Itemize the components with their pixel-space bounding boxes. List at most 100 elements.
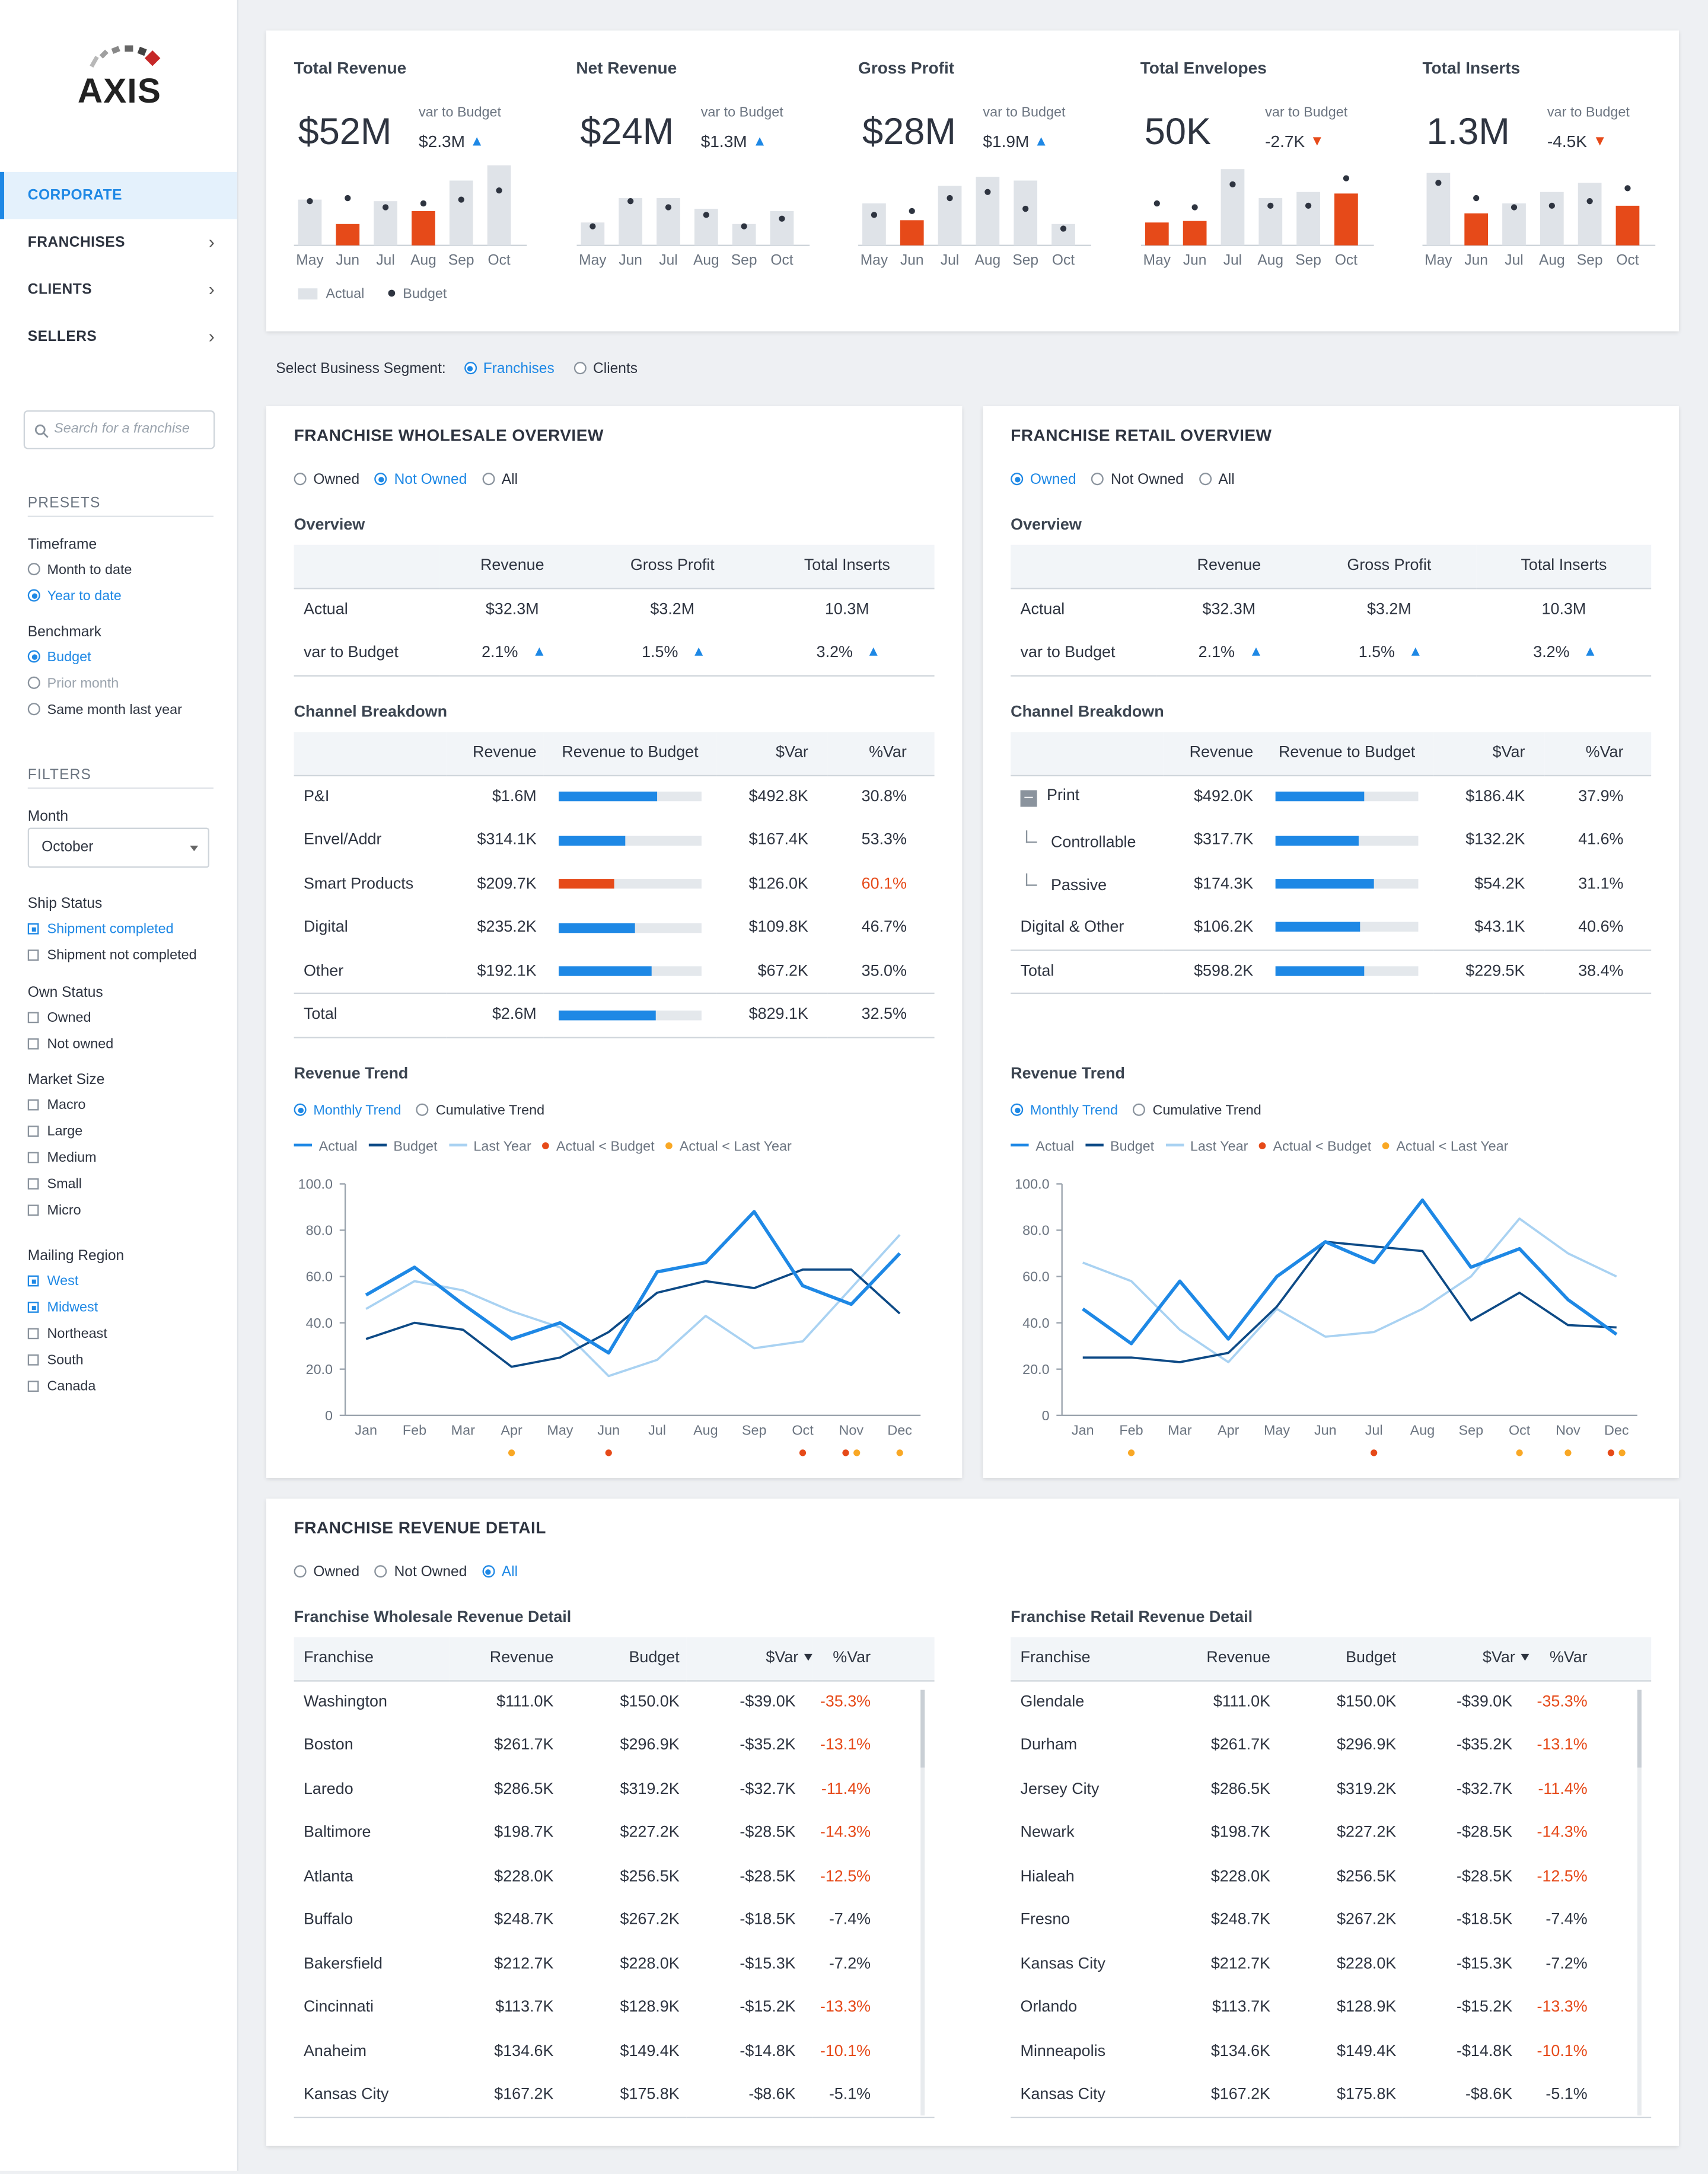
checkbox-shipment-completed[interactable]: Shipment completed: [27, 920, 174, 940]
scrollbar[interactable]: [1637, 1690, 1642, 2116]
detail-cell: $228.0K: [620, 1955, 680, 1972]
owner-option-not-owned[interactable]: Not Owned: [374, 471, 467, 488]
detail-cell: -14.3%: [820, 1824, 871, 1842]
table-row[interactable]: Laredo $286.5K $319.2K -$32.7K -11.4%: [294, 1768, 935, 1812]
checkbox-medium[interactable]: Medium: [27, 1149, 97, 1169]
checkbox-icon: [27, 1354, 39, 1366]
trend-option-cumulative-trend[interactable]: Cumulative Trend: [416, 1103, 544, 1119]
kpi-bar: [618, 198, 642, 246]
detail-cell: -$15.3K: [740, 1955, 796, 1972]
kpi-bar: [1220, 169, 1244, 246]
detail-owner-owned[interactable]: Owned: [294, 1564, 359, 1580]
detail-cell: Boston: [303, 1737, 353, 1754]
kpi-var-value: $1.9M: [983, 132, 1030, 151]
detail-cell: $111.0K: [1213, 1694, 1271, 1711]
nav-item-clients[interactable]: CLIENTS ›: [0, 266, 237, 313]
checkbox-canada[interactable]: Canada: [27, 1378, 95, 1398]
table-row[interactable]: Glendale $111.0K $150.0K -$39.0K -35.3%: [1011, 1680, 1651, 1724]
table-row[interactable]: Fresno $248.7K $267.2K -$18.5K -7.4%: [1011, 1898, 1651, 1942]
table-row[interactable]: Anaheim $134.6K $149.4K -$14.8K -10.1%: [294, 2029, 935, 2073]
checkbox-micro[interactable]: Micro: [27, 1202, 81, 1222]
table-row[interactable]: Boston $261.7K $296.9K -$35.2K -13.1%: [294, 1724, 935, 1768]
table-row[interactable]: Baltimore $198.7K $227.2K -$28.5K -14.3%: [294, 1811, 935, 1855]
owner-option-all[interactable]: All: [482, 471, 518, 488]
month-select[interactable]: October: [27, 827, 209, 868]
scrollbar-thumb[interactable]: [1637, 1690, 1642, 1768]
table-row[interactable]: Orlando $113.7K $128.9K -$15.2K -13.3%: [1011, 1986, 1651, 2030]
checkbox-not-owned[interactable]: Not owned: [27, 1035, 113, 1055]
table-row[interactable]: Kansas City $212.7K $228.0K -$15.3K -7.2%: [1011, 1942, 1651, 1986]
search-input[interactable]: Search for a franchise: [23, 410, 215, 450]
channel-name: Digital & Other: [1020, 919, 1124, 936]
scrollbar-thumb[interactable]: [920, 1690, 925, 1768]
sort-var-header[interactable]: $Var: [1403, 1637, 1529, 1681]
progress-track: [559, 966, 702, 976]
table-row[interactable]: Durham $261.7K $296.9K -$35.2K -13.1%: [1011, 1724, 1651, 1768]
kpi-var-value: -4.5K: [1547, 132, 1587, 151]
radio-month-to-date[interactable]: Month to date: [27, 562, 132, 581]
sort-var-header[interactable]: $Var: [686, 1637, 812, 1681]
legend-budget: Budget: [368, 1140, 438, 1155]
nav-item-franchises[interactable]: FRANCHISES ›: [0, 219, 237, 266]
segment-clients[interactable]: Clients: [573, 361, 638, 377]
detail-owner-not-owned[interactable]: Not Owned: [374, 1564, 467, 1580]
table-row[interactable]: Kansas City $167.2K $175.8K -$8.6K -5.1%: [1011, 2073, 1652, 2117]
table-row[interactable]: Jersey City $286.5K $319.2K -$32.7K -11.4%: [1011, 1768, 1651, 1812]
detail-cell: Atlanta: [303, 1868, 353, 1885]
radio-icon: [294, 1565, 307, 1578]
trend-option-monthly-trend[interactable]: Monthly Trend: [1011, 1103, 1118, 1119]
owner-option-owned[interactable]: Owned: [294, 471, 359, 488]
radio-icon: [416, 1103, 429, 1116]
detail-owner-all[interactable]: All: [482, 1564, 518, 1580]
checkbox-northeast[interactable]: Northeast: [27, 1325, 107, 1345]
owner-option-owned[interactable]: Owned: [1011, 471, 1076, 488]
nav-item-corporate[interactable]: CORPORATE: [0, 171, 237, 219]
owner-option-not-owned[interactable]: Not Owned: [1091, 471, 1184, 488]
x-tick-label: Dec: [887, 1423, 912, 1438]
checkbox-small[interactable]: Small: [27, 1175, 82, 1195]
nav-item-sellers[interactable]: SELLERS ›: [0, 313, 237, 360]
detail-cell: -$35.2K: [740, 1737, 796, 1754]
table-row[interactable]: Buffalo $248.7K $267.2K -$18.5K -7.4%: [294, 1898, 935, 1942]
progress-track: [1275, 835, 1419, 846]
table-row[interactable]: Cincinnati $113.7K $128.9K -$15.2K -13.3%: [294, 1986, 935, 2030]
table-row[interactable]: Bakersfield $212.7K $228.0K -$15.3K -7.2%: [294, 1942, 935, 1986]
detail-cell: Anaheim: [303, 2043, 367, 2060]
kpi-mini-chart: May Jun Jul Aug Sep Oct: [1422, 173, 1656, 269]
radio-year-to-date[interactable]: Year to date: [27, 588, 122, 607]
owner-option-all[interactable]: All: [1199, 471, 1235, 488]
checkbox-south[interactable]: South: [27, 1351, 84, 1371]
kpi-x-label: Aug: [1539, 253, 1565, 269]
checkbox-shipment-not-completed[interactable]: Shipment not completed: [27, 947, 197, 967]
radio-budget[interactable]: Budget: [27, 649, 91, 668]
variance-marker: [1371, 1449, 1378, 1456]
checkbox-west[interactable]: West: [27, 1273, 78, 1292]
table-row[interactable]: Newark $198.7K $227.2K -$28.5K -14.3%: [1011, 1811, 1651, 1855]
detail-cell: -12.5%: [1537, 1868, 1588, 1885]
kpi-bar: [1296, 192, 1320, 246]
radio-same-month-last-year[interactable]: Same month last year: [27, 702, 182, 721]
checkbox-owned[interactable]: Owned: [27, 1009, 91, 1029]
radio-prior-month[interactable]: Prior month: [27, 675, 119, 694]
checkbox-macro[interactable]: Macro: [27, 1096, 85, 1116]
table-row[interactable]: Kansas City $167.2K $175.8K -$8.6K -5.1%: [294, 2073, 935, 2117]
table-row[interactable]: Hialeah $228.0K $256.5K -$28.5K -12.5%: [1011, 1855, 1651, 1899]
checkbox-icon: [27, 1012, 39, 1024]
trend-option-cumulative-trend[interactable]: Cumulative Trend: [1133, 1103, 1261, 1119]
table-row[interactable]: Minneapolis $134.6K $149.4K -$14.8K -10.1%: [1011, 2029, 1651, 2073]
table-row[interactable]: Washington $111.0K $150.0K -$39.0K -35.3%: [294, 1680, 935, 1724]
scrollbar[interactable]: [920, 1690, 925, 2116]
kpi-title: Net Revenue: [576, 58, 677, 78]
detail-cell: -$15.2K: [1457, 1999, 1513, 2016]
table-row[interactable]: Atlanta $228.0K $256.5K -$28.5K -12.5%: [294, 1855, 935, 1899]
checkbox-midwest[interactable]: Midwest: [27, 1299, 98, 1318]
checkbox-large[interactable]: Large: [27, 1123, 82, 1143]
segment-franchises[interactable]: Franchises: [463, 361, 555, 377]
channel-row: Digital & Other $106.2K $43.1K 40.6%: [1011, 906, 1651, 950]
search-placeholder: Search for a franchise: [54, 421, 190, 437]
channel-revenue: $174.3K: [1194, 875, 1254, 892]
detail-header: Budget: [1277, 1637, 1403, 1681]
collapse-icon[interactable]: –: [1020, 789, 1037, 807]
trend-option-monthly-trend[interactable]: Monthly Trend: [294, 1103, 401, 1119]
wholesale-detail-title: Franchise Wholesale Revenue Detail: [294, 1609, 572, 1627]
